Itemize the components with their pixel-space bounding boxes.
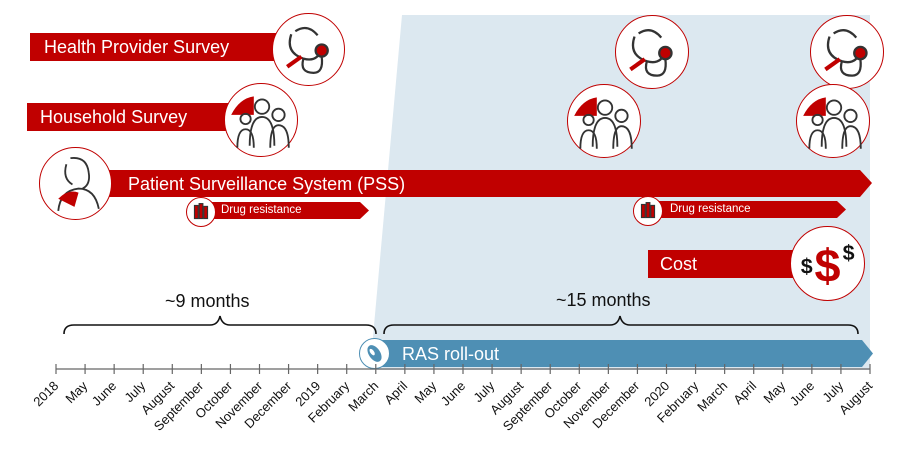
family-icon-3: [796, 84, 870, 158]
drug-resistance-1-label: Drug resistance: [221, 204, 302, 216]
timeline-ticks: [55, 364, 871, 374]
cost-bar: Cost: [648, 250, 818, 278]
svg-text:$: $: [801, 255, 813, 279]
svg-text:$: $: [815, 240, 841, 292]
vials-icon: [186, 197, 216, 227]
duration-brace-after: [383, 315, 859, 335]
timeline-axis: [55, 364, 871, 374]
stethoscope-icon: [272, 13, 345, 86]
household-survey-label: Household Survey: [40, 107, 188, 127]
health-provider-survey-bar: Health Provider Survey: [30, 33, 292, 61]
stethoscope-icon-3: [810, 15, 884, 89]
family-icon-2: [567, 84, 641, 158]
pss-arrow: [95, 170, 872, 197]
vials-icon-2: [633, 196, 663, 226]
drug-resistance-1-arrow: [196, 202, 369, 219]
drug-resistance-2-label: Drug resistance: [670, 203, 751, 215]
ras-rollout-arrow: [372, 340, 873, 367]
dollar-icon: $ $ $: [790, 226, 865, 301]
household-survey-bar: Household Survey: [27, 103, 242, 131]
health-provider-survey-label: Health Provider Survey: [44, 37, 230, 57]
patient-icon: [39, 147, 112, 220]
duration-brace-before: [63, 315, 377, 335]
cost-label: Cost: [660, 254, 698, 274]
pss-label: Patient Surveillance System (PSS): [128, 174, 406, 194]
stethoscope-icon-2: [615, 15, 689, 89]
ras-icon: [359, 338, 390, 369]
duration-after-label: ~15 months: [556, 290, 651, 310]
drug-resistance-2-arrow: [644, 201, 846, 218]
ras-rollout-label: RAS roll-out: [402, 344, 500, 364]
duration-before-label: ~9 months: [165, 291, 250, 311]
family-icon: [224, 83, 298, 157]
svg-text:$: $: [843, 241, 855, 265]
